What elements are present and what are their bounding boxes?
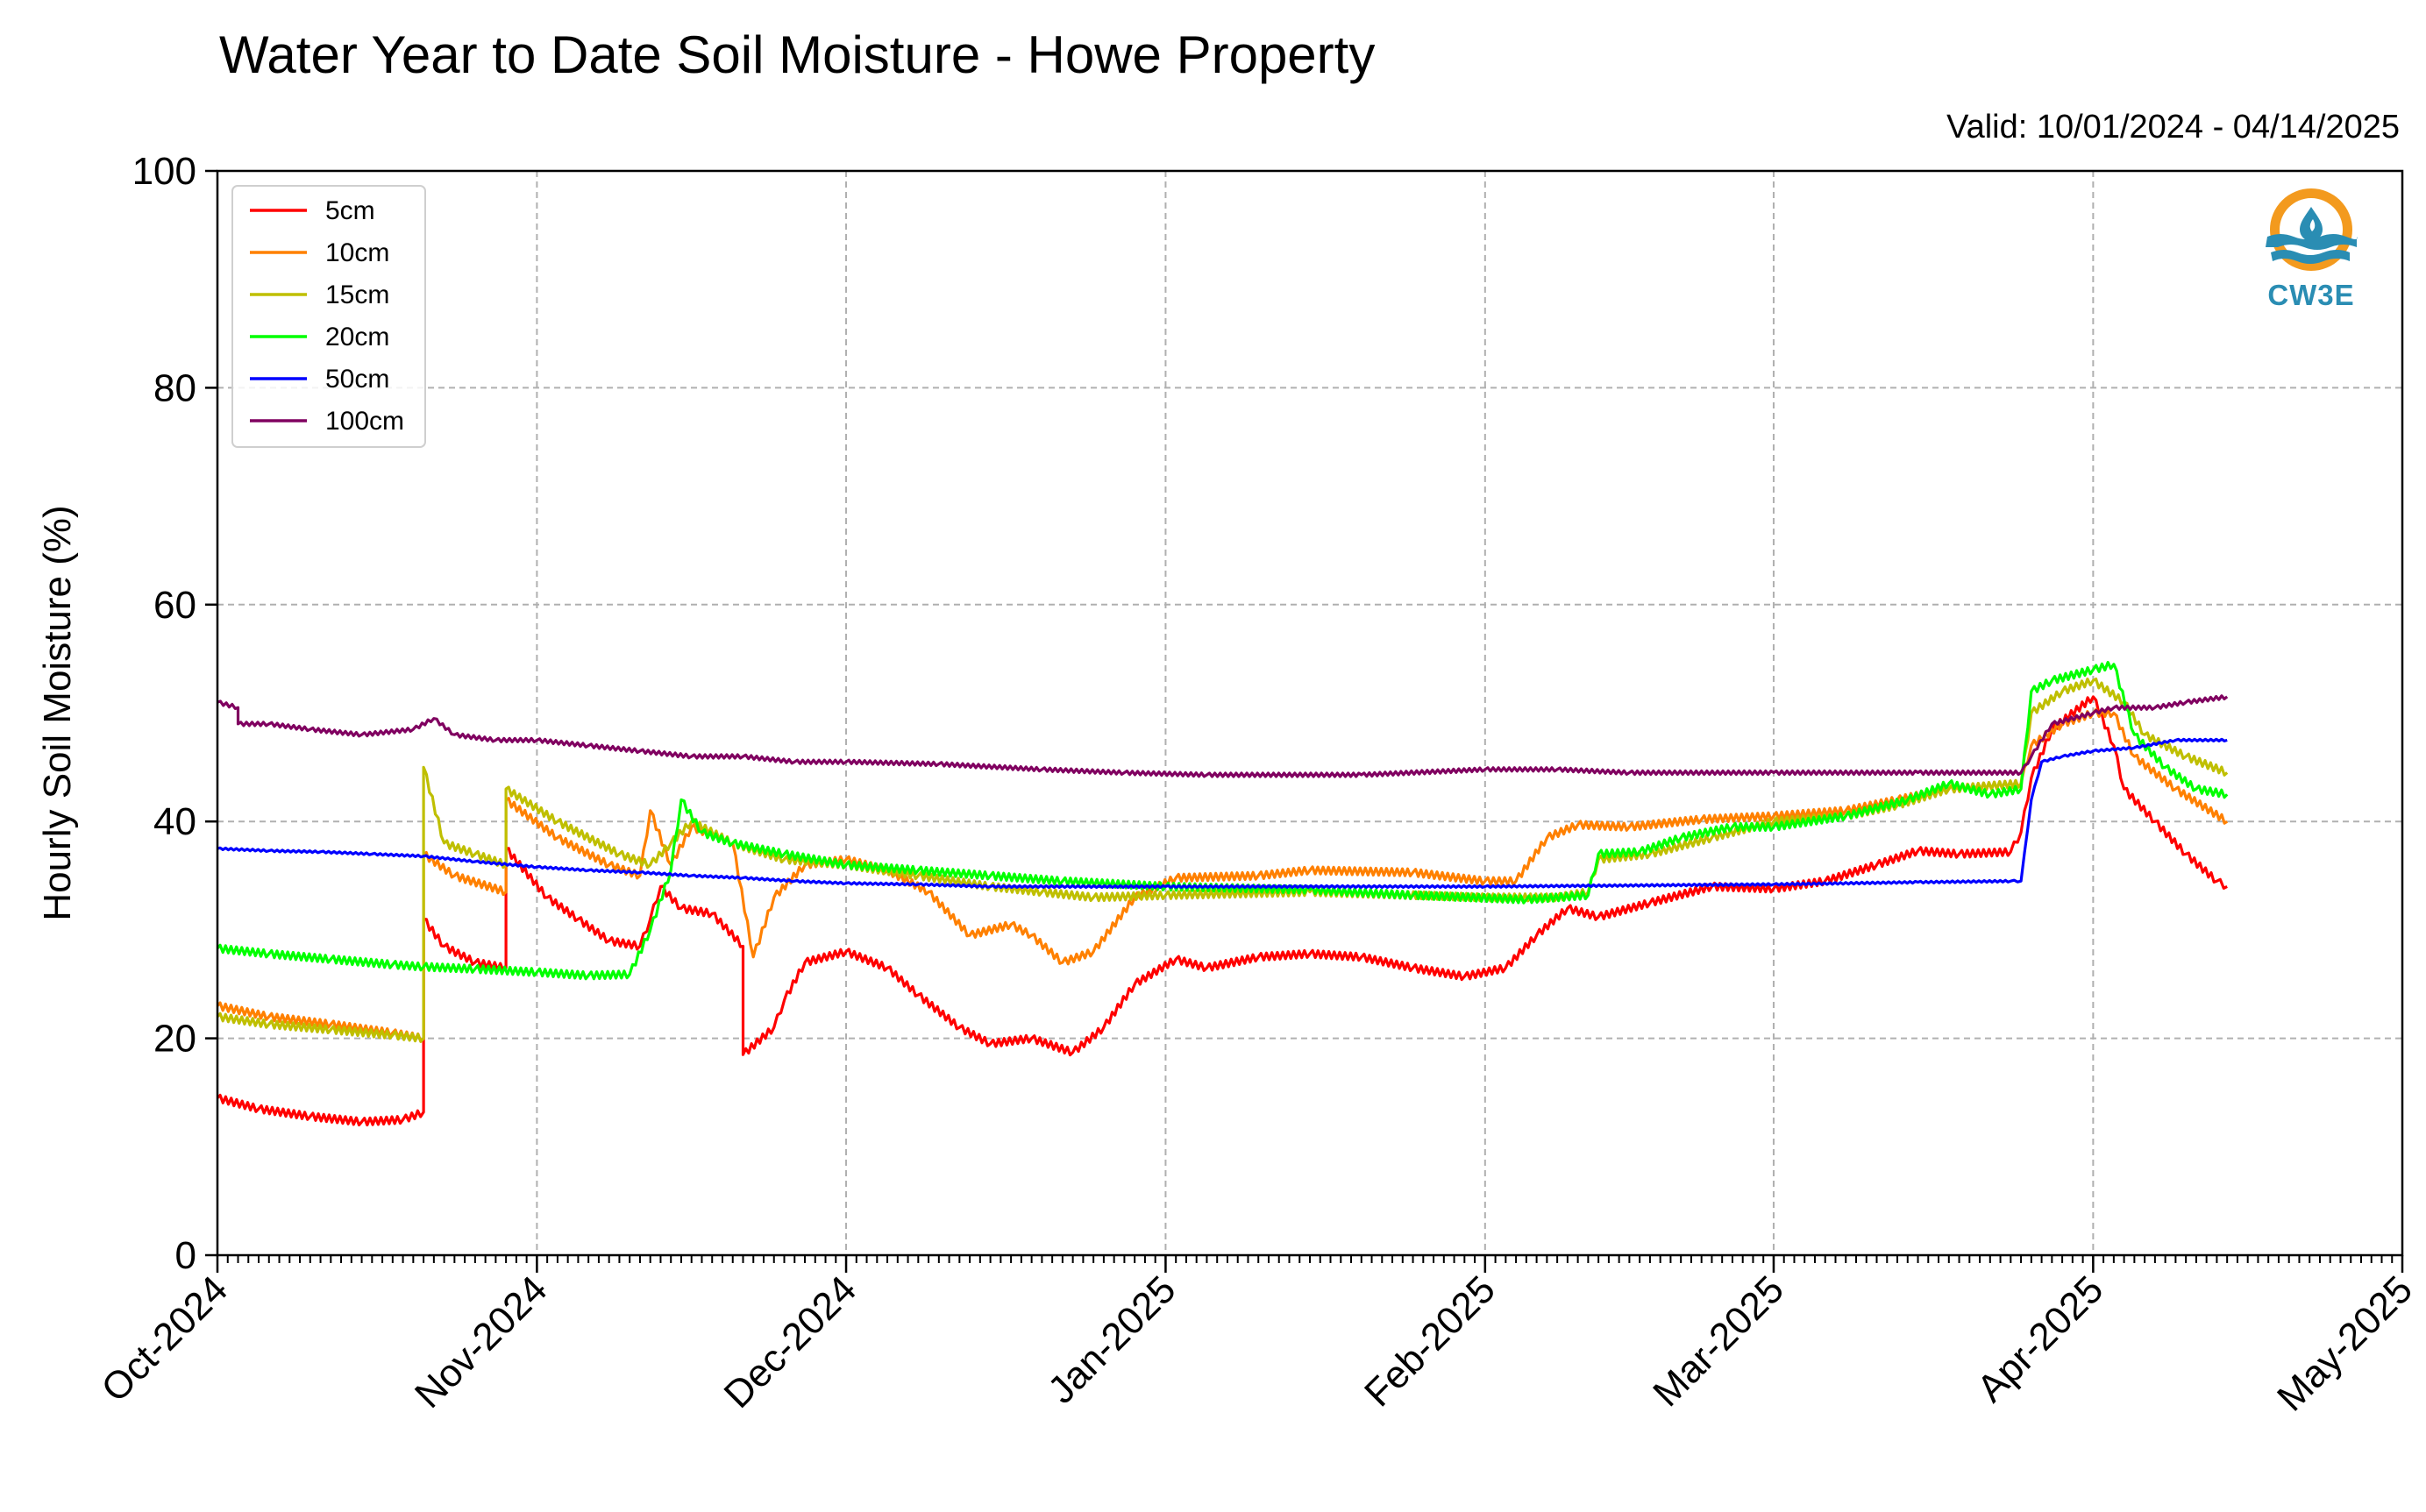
x-tick-label: Dec-2024 — [716, 1267, 865, 1416]
y-axis-label: Hourly Soil Moisture (%) — [36, 505, 79, 920]
x-tick-label: May-2025 — [2269, 1267, 2421, 1419]
x-tick-label: Apr-2025 — [1969, 1267, 2112, 1410]
y-tick-label: 100 — [132, 150, 196, 193]
legend-label-50cm: 50cm — [325, 365, 389, 394]
x-tick-label: Feb-2025 — [1356, 1267, 1504, 1415]
series-line-20cm — [216, 661, 2229, 981]
chart-title: Water Year to Date Soil Moisture - Howe … — [219, 25, 1376, 84]
cw3e-logo: CW3E — [2259, 184, 2364, 324]
legend-label-15cm: 15cm — [325, 280, 389, 309]
series-line-50cm — [217, 737, 2228, 889]
y-tick-label: 20 — [153, 1018, 196, 1061]
water-drop-logo-icon — [2266, 188, 2358, 271]
series-line-100cm — [217, 694, 2229, 778]
series-line-5cm — [216, 695, 2228, 1127]
x-tick-label: Jan-2025 — [1040, 1267, 1184, 1411]
legend: 5cm 10cm 15cm 20cm 50cm 100cm — [231, 185, 426, 448]
x-tick-label: Oct-2024 — [93, 1267, 236, 1410]
y-tick-label: 60 — [153, 584, 196, 627]
x-tick-label: Nov-2024 — [407, 1267, 556, 1416]
series-lines — [216, 661, 2229, 1127]
legend-label-10cm: 10cm — [325, 238, 389, 267]
valid-date-range: Valid: 10/01/2024 - 04/14/2025 — [1946, 109, 2400, 146]
y-tick-label: 40 — [153, 800, 196, 843]
series-line-10cm — [216, 707, 2229, 1043]
y-tick-label: 0 — [175, 1234, 196, 1277]
legend-label-20cm: 20cm — [325, 323, 389, 351]
x-tick-label: Mar-2025 — [1645, 1267, 1792, 1415]
legend-label-5cm: 5cm — [325, 196, 375, 225]
logo-text: CW3E — [2267, 279, 2355, 311]
y-tick-label: 80 — [153, 366, 196, 409]
legend-label-100cm: 100cm — [325, 407, 404, 436]
